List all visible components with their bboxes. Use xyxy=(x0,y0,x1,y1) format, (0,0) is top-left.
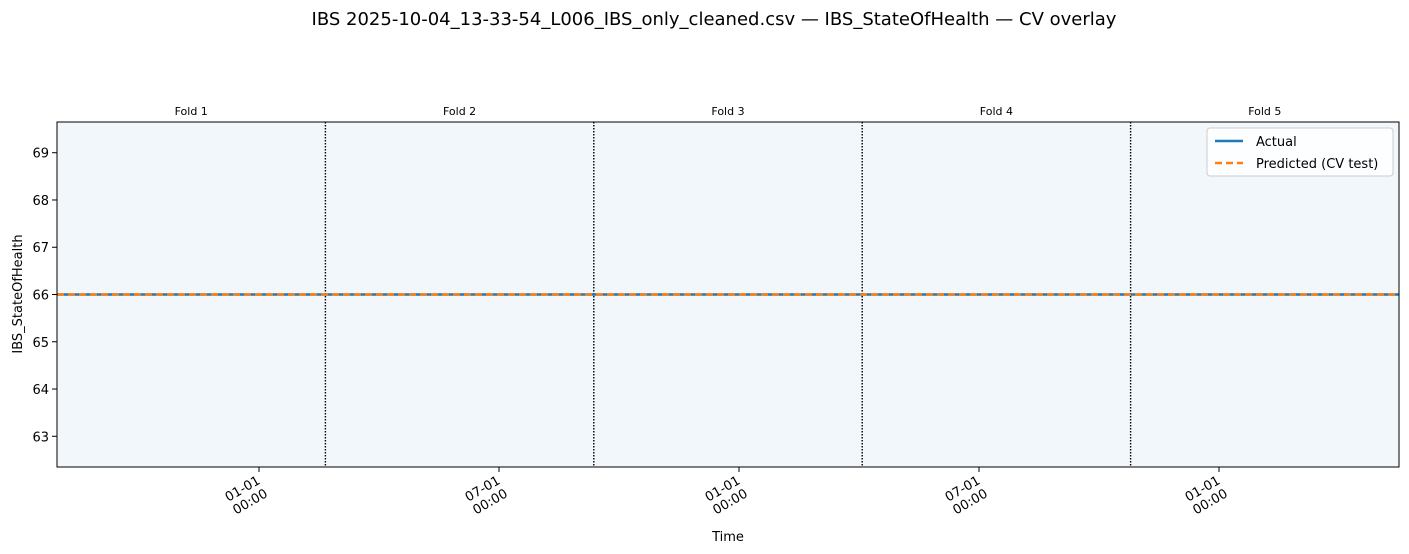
y-tick-label: 65 xyxy=(32,336,49,351)
x-tick-label: 01-0100:00 xyxy=(223,473,271,518)
y-tick-label: 68 xyxy=(32,194,49,209)
y-tick-label: 66 xyxy=(32,289,49,304)
y-tick-label: 69 xyxy=(32,147,49,162)
fold-label: Fold 3 xyxy=(711,105,744,118)
fold-label: Fold 2 xyxy=(443,105,476,118)
x-axis: 01-0100:00 07-0100:00 01-0100:00 07-0100:00… xyxy=(223,467,1231,518)
legend-entry-predicted: Predicted (CV test) xyxy=(1256,157,1378,172)
legend-box xyxy=(1206,127,1394,177)
fold-label: Fold 4 xyxy=(980,105,1013,118)
legend: Actual Predicted (CV test) xyxy=(1206,127,1394,177)
chart-title: IBS 2025-10-04_13-33-54_L006_IBS_only_cl… xyxy=(312,9,1117,30)
y-tick-label: 64 xyxy=(32,383,49,398)
x-tick-label: 01-0100:00 xyxy=(703,473,751,518)
y-axis-label: IBS_StateOfHealth xyxy=(11,234,26,353)
fold-labels: Fold 1 Fold 2 Fold 3 Fold 4 Fold 5 xyxy=(175,105,1282,118)
x-tick-label: 07-0100:00 xyxy=(943,473,991,518)
y-axis: 63 64 65 66 67 68 69 xyxy=(32,147,57,445)
plot-frame xyxy=(56,121,1400,468)
fold-label: Fold 1 xyxy=(175,105,208,118)
y-tick-label: 67 xyxy=(32,241,49,256)
x-tick-label: 07-0100:00 xyxy=(463,473,511,518)
x-axis-label: Time xyxy=(711,530,744,545)
x-tick-label: 01-0100:00 xyxy=(1183,473,1231,518)
y-tick-label: 63 xyxy=(32,430,49,445)
legend-entry-actual: Actual xyxy=(1256,135,1297,150)
fold-label: Fold 5 xyxy=(1248,105,1281,118)
